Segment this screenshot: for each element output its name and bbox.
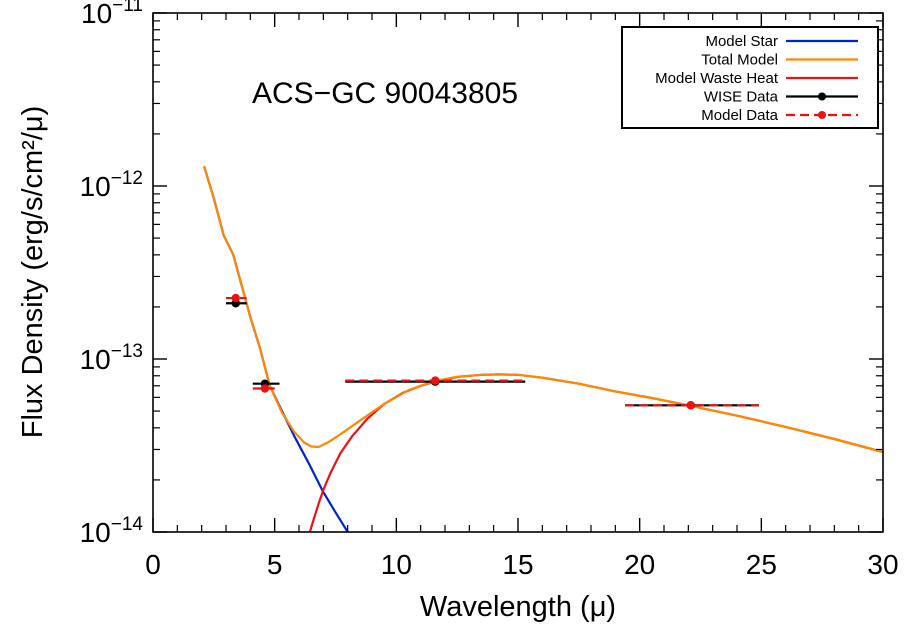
x-tick-label: 30: [867, 549, 898, 580]
legend-marker-wise-data: [818, 92, 826, 101]
x-tick-label: 10: [381, 549, 412, 580]
y-tick-label: 10−14: [80, 514, 144, 548]
y-tick-label: 10−11: [81, 0, 143, 29]
x-tick-label: 15: [502, 549, 533, 580]
legend-label-wise-data: WISE Data: [704, 89, 779, 106]
y-tick-label: 10−13: [80, 341, 143, 375]
legend-label-model-data: Model Data: [701, 107, 778, 124]
series-layer: [203, 165, 883, 532]
model-data-point-1: [260, 384, 270, 393]
x-tick-label: 20: [624, 549, 655, 580]
chart-title: ACS−GC 90043805: [252, 77, 518, 110]
x-tick-label: 25: [746, 549, 777, 580]
series-line-total-model: [203, 165, 883, 454]
x-tick-label: 0: [145, 549, 161, 580]
series-line-model-star: [203, 165, 349, 532]
axes-layer: 0 5 10 15 20 25 30 10−14 10−13 10−12 10−11: [80, 0, 899, 580]
legend-label-model-star: Model Star: [705, 33, 778, 50]
x-tick-label: 5: [267, 549, 283, 580]
model-data-point-2: [431, 376, 440, 385]
legend-label-total-model: Total Model: [701, 52, 778, 69]
x-axis-title: Wavelength (μ): [420, 591, 616, 623]
model-data-point-3: [686, 401, 695, 410]
y-axis-title: Flux Density (erg/s/cm²/μ): [17, 106, 49, 439]
y-tick-label: 10−12: [80, 168, 143, 202]
legend-label-model-waste-heat: Model Waste Heat: [655, 70, 779, 87]
model-data-point-0: [231, 293, 240, 303]
plot-area: [203, 165, 883, 532]
legend-marker-model-data: [818, 111, 826, 119]
